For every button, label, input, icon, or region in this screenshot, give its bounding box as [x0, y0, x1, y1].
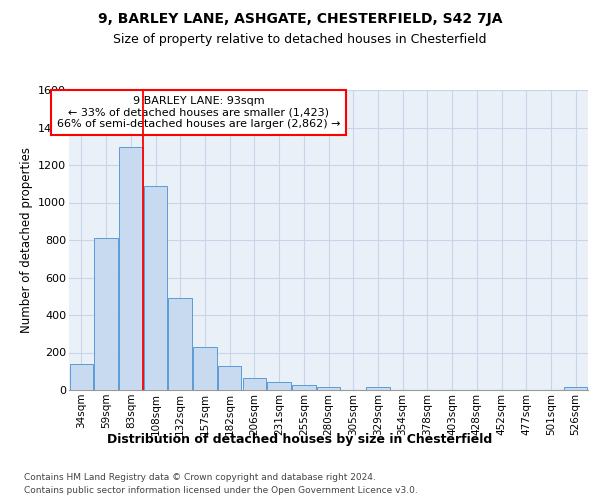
- Bar: [218, 366, 241, 390]
- Bar: [94, 238, 118, 390]
- Bar: [268, 382, 291, 390]
- Bar: [70, 364, 93, 390]
- Text: 9 BARLEY LANE: 93sqm
← 33% of detached houses are smaller (1,423)
66% of semi-de: 9 BARLEY LANE: 93sqm ← 33% of detached h…: [57, 96, 341, 129]
- Bar: [242, 378, 266, 390]
- Bar: [317, 387, 340, 390]
- Bar: [119, 147, 143, 390]
- Bar: [564, 387, 587, 390]
- Y-axis label: Number of detached properties: Number of detached properties: [20, 147, 32, 333]
- Text: Contains HM Land Registry data © Crown copyright and database right 2024.: Contains HM Land Registry data © Crown c…: [24, 472, 376, 482]
- Text: Size of property relative to detached houses in Chesterfield: Size of property relative to detached ho…: [113, 32, 487, 46]
- Bar: [366, 387, 389, 390]
- Text: Distribution of detached houses by size in Chesterfield: Distribution of detached houses by size …: [107, 432, 493, 446]
- Bar: [292, 386, 316, 390]
- Bar: [144, 186, 167, 390]
- Bar: [169, 298, 192, 390]
- Text: Contains public sector information licensed under the Open Government Licence v3: Contains public sector information licen…: [24, 486, 418, 495]
- Bar: [193, 347, 217, 390]
- Text: 9, BARLEY LANE, ASHGATE, CHESTERFIELD, S42 7JA: 9, BARLEY LANE, ASHGATE, CHESTERFIELD, S…: [98, 12, 502, 26]
